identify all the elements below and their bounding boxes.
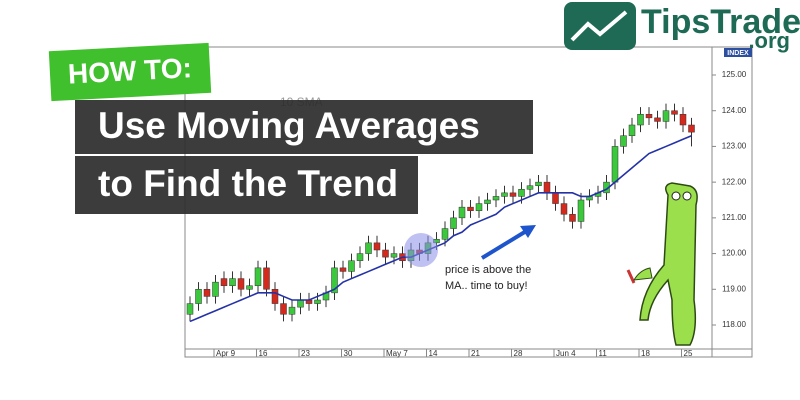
candle-body <box>560 203 568 215</box>
x-tick-label: Jun 4 <box>556 349 576 358</box>
candle-body <box>543 181 551 194</box>
candle-body <box>569 214 576 222</box>
logo: TipsTrade .org <box>564 2 800 53</box>
candle-body <box>552 192 559 204</box>
cartoon <box>626 182 698 346</box>
candle-body <box>654 117 661 122</box>
candle-body <box>297 299 304 308</box>
candle-body <box>220 278 228 286</box>
arrow <box>480 228 530 260</box>
headline: to Find the Trend <box>98 163 398 204</box>
candle-body <box>518 189 525 197</box>
headline-box <box>75 100 533 154</box>
candle-body <box>280 303 287 315</box>
logo-name: TipsTrade <box>641 3 800 41</box>
candle-body <box>645 114 653 119</box>
badge: HOW TO: <box>48 42 212 102</box>
x-tick-label: 25 <box>684 349 693 358</box>
logo-icon-line <box>570 10 628 42</box>
sma-line <box>189 134 692 323</box>
badge-text: HOW TO: <box>67 52 192 89</box>
candle-body <box>458 206 466 219</box>
candle-body <box>671 110 678 115</box>
x-tick-label: 30 <box>344 349 353 358</box>
candle-body <box>339 267 347 272</box>
candle-body <box>509 192 517 197</box>
candle-body <box>348 260 355 272</box>
x-tick-label: 23 <box>301 349 310 358</box>
x-tick-label: 18 <box>641 349 650 358</box>
candle-body <box>356 253 364 261</box>
logo-suffix: .org <box>748 28 790 53</box>
x-tick-label: May 7 <box>386 349 408 358</box>
candle-body <box>237 278 245 290</box>
y-tick-label: 124.00 <box>722 106 747 115</box>
y-tick-label: 119.00 <box>722 284 746 293</box>
candle-body <box>662 110 670 122</box>
logo-icon <box>564 2 636 50</box>
axis-label: INDEX <box>727 50 749 57</box>
candle-body <box>365 242 372 254</box>
y-tick-label: 125.00 <box>722 70 747 79</box>
highlight-circle <box>404 233 438 267</box>
candle-body <box>450 217 457 229</box>
candle-body <box>195 289 202 304</box>
candle-body <box>637 114 644 126</box>
y-tick-label: 123.00 <box>722 142 747 151</box>
candle-body <box>254 267 262 286</box>
candle-body <box>492 196 500 201</box>
x-tick-label: Apr 9 <box>216 349 236 358</box>
y-tick-label: 121.00 <box>722 213 747 222</box>
candle-body <box>441 228 449 240</box>
candle-body <box>620 135 627 147</box>
candle-body <box>501 192 508 197</box>
x-tick-label: 28 <box>514 349 523 358</box>
candle-body <box>314 299 321 304</box>
x-tick-label: 21 <box>471 349 480 358</box>
y-tick-label: 122.00 <box>722 177 747 186</box>
candle-body <box>475 203 483 211</box>
annotation: MA.. time to buy! <box>445 280 528 292</box>
x-tick-label: 11 <box>599 349 608 358</box>
axis-label-box <box>724 48 752 57</box>
candle-body <box>271 289 279 304</box>
candle-body <box>390 253 398 258</box>
candle-body <box>577 199 585 222</box>
plot: 118.00 119.00 120.00 121.00 122.00 123.00 124.… <box>186 70 747 358</box>
candle-body <box>229 278 236 286</box>
candle-body <box>382 249 389 258</box>
candle-body <box>246 285 253 290</box>
annotation: price is above the <box>445 264 531 276</box>
candle-body <box>263 267 270 290</box>
badge-bg <box>48 42 212 102</box>
arrow-head <box>520 225 536 238</box>
headline: Use Moving Averages <box>98 105 480 146</box>
y-tick-label: 118.00 <box>722 320 746 329</box>
candle-body <box>212 281 219 297</box>
headline-box <box>75 156 418 214</box>
candle-body <box>628 124 636 136</box>
candle-body <box>611 146 619 183</box>
candle-body <box>288 306 296 315</box>
candle-body <box>688 124 695 133</box>
candle-body <box>679 114 687 126</box>
candle-body <box>186 303 194 315</box>
candle-body <box>467 206 474 211</box>
y-tick-label: 120.00 <box>722 249 747 258</box>
candle-body <box>331 267 338 294</box>
candle-body <box>535 181 542 186</box>
candle-body <box>484 199 491 204</box>
candle-body <box>526 185 534 190</box>
x-tick-label: 14 <box>429 349 438 358</box>
x-tick-label: 16 <box>259 349 268 358</box>
candle-body <box>373 242 381 251</box>
candle-body <box>203 289 211 297</box>
